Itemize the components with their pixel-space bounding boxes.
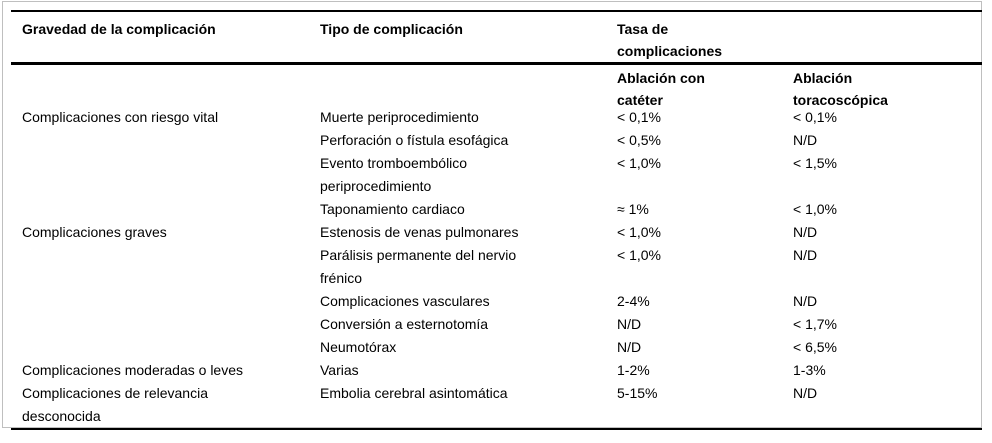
- complication-type-cell: Varias: [320, 362, 359, 378]
- thoracoscopic-rate-cell: N/D: [793, 132, 818, 148]
- complication-type-cell: Muerte periprocedimiento: [320, 109, 479, 125]
- col-header-type: Tipo de complicación: [320, 21, 463, 37]
- complication-type-cell: Complicaciones vasculares: [320, 293, 490, 309]
- subheader-spacer-1: [22, 67, 320, 111]
- severity-cell: [22, 336, 320, 359]
- col-header-severity: Gravedad de la complicación: [22, 21, 216, 37]
- severity-cell: [22, 290, 320, 313]
- table-row: Complicaciones de relevancia desconocida…: [0, 382, 992, 428]
- thoracoscopic-rate-cell: < 6,5%: [793, 339, 837, 355]
- catheter-rate-cell: N/D: [617, 316, 642, 332]
- complication-type-cell: Taponamiento cardiaco: [320, 201, 465, 217]
- complication-type-cell: Conversión a esternotomía: [320, 316, 489, 332]
- table-header-row: Gravedad de la complicación Tipo de comp…: [0, 12, 992, 62]
- thoracoscopic-rate-cell: < 0,1%: [793, 109, 837, 125]
- table-top-rule: [11, 10, 982, 12]
- table-row: Parálisis permanente del nervio frénico …: [0, 244, 992, 290]
- table-row: Complicaciones con riesgo vital Muerte p…: [0, 106, 992, 129]
- table-bottom-rule: [11, 428, 982, 430]
- col-header-catheter-ablation: Ablación con catéter: [617, 70, 705, 108]
- complication-type-cell: Estenosis de venas pulmonares: [320, 224, 519, 240]
- table-row: Neumotórax N/D < 6,5%: [0, 336, 992, 359]
- catheter-rate-cell: < 1,0%: [617, 224, 661, 240]
- catheter-rate-cell: 2-4%: [617, 293, 650, 309]
- thoracoscopic-rate-cell: N/D: [793, 293, 818, 309]
- thoracoscopic-rate-cell: < 1,7%: [793, 316, 837, 332]
- thoracoscopic-rate-cell: < 1,5%: [793, 155, 837, 171]
- table-subheader-row: Ablación con catéter Ablación toracoscóp…: [0, 67, 992, 111]
- subheader-spacer-2: [320, 67, 617, 111]
- thoracoscopic-rate-cell: < 1,0%: [793, 201, 837, 217]
- severity-cell: Complicaciones graves: [22, 224, 167, 240]
- col-header-thoracoscopic-ablation: Ablación toracoscópica: [793, 70, 888, 108]
- thoracoscopic-rate-cell: N/D: [793, 247, 818, 263]
- col-header-spacer: [793, 18, 992, 62]
- complication-type-cell: Embolia cerebral asintomática: [320, 385, 508, 401]
- severity-cell: [22, 244, 320, 290]
- severity-cell: Complicaciones de relevancia desconocida: [22, 385, 208, 424]
- page-frame: [2, 1, 982, 428]
- complication-type-cell: Perforación o fístula esofágica: [320, 132, 509, 148]
- catheter-rate-cell: < 1,0%: [617, 247, 661, 263]
- table-row: Conversión a esternotomía N/D < 1,7%: [0, 313, 992, 336]
- table-header-rule: [11, 62, 982, 65]
- severity-cell: Complicaciones moderadas o leves: [22, 362, 243, 378]
- severity-cell: [22, 198, 320, 221]
- thoracoscopic-rate-cell: N/D: [793, 224, 818, 240]
- catheter-rate-cell: 1-2%: [617, 362, 650, 378]
- thoracoscopic-rate-cell: 1-3%: [793, 362, 826, 378]
- severity-cell: [22, 313, 320, 336]
- catheter-rate-cell: < 0,5%: [617, 132, 661, 148]
- col-header-rate-group: Tasa de complicaciones: [617, 21, 723, 59]
- catheter-rate-cell: 5-15%: [617, 385, 658, 401]
- severity-cell: [22, 129, 320, 152]
- table-row: Complicaciones graves Estenosis de venas…: [0, 221, 992, 244]
- catheter-rate-cell: < 1,0%: [617, 155, 661, 171]
- complication-type-cell: Neumotórax: [320, 339, 397, 355]
- catheter-rate-cell: < 0,1%: [617, 109, 661, 125]
- table-row: Complicaciones vasculares 2-4% N/D: [0, 290, 992, 313]
- table-row: Complicaciones moderadas o leves Varias …: [0, 359, 992, 382]
- table-row: Taponamiento cardiaco ≈ 1% < 1,0%: [0, 198, 992, 221]
- table-body: Complicaciones con riesgo vital Muerte p…: [0, 106, 992, 428]
- thoracoscopic-rate-cell: N/D: [793, 385, 818, 401]
- catheter-rate-cell: N/D: [617, 339, 642, 355]
- catheter-rate-cell: ≈ 1%: [617, 201, 649, 217]
- table-row: Evento tromboembólico periprocedimiento …: [0, 152, 992, 198]
- complication-type-cell: Evento tromboembólico periprocedimiento: [320, 155, 468, 194]
- severity-cell: Complicaciones con riesgo vital: [22, 109, 219, 125]
- table-row: Perforación o fístula esofágica < 0,5% N…: [0, 129, 992, 152]
- complication-type-cell: Parálisis permanente del nervio frénico: [320, 247, 517, 286]
- severity-cell: [22, 152, 320, 198]
